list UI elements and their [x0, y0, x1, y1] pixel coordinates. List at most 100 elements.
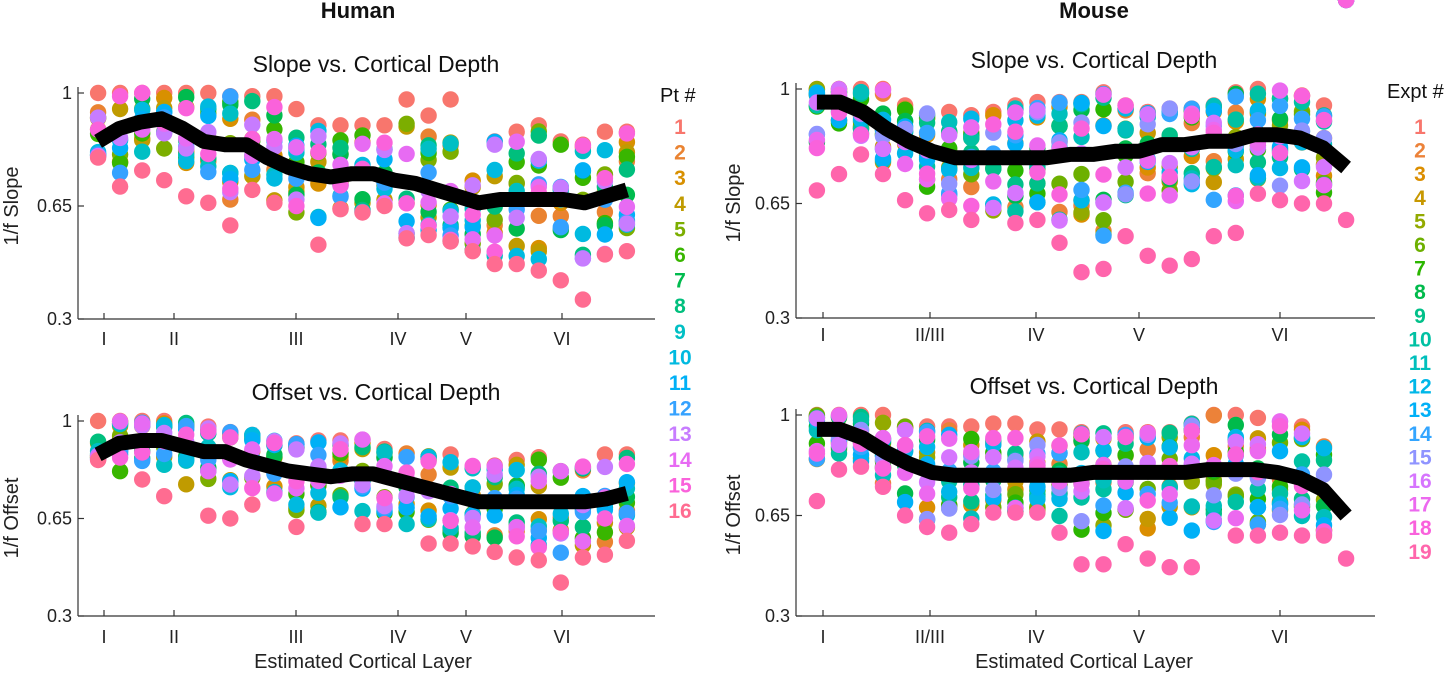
data-point [376, 490, 393, 507]
data-point [1139, 185, 1156, 202]
data-point [574, 458, 592, 475]
data-point [1007, 104, 1024, 121]
data-point [398, 499, 415, 516]
data-point [941, 483, 958, 500]
data-point [1271, 506, 1289, 524]
data-point [1073, 513, 1090, 530]
data-point [1249, 185, 1267, 202]
mouse-offset-panel: Offset vs. Cortical Depth 1/f Offset 0.3 0.… [723, 0, 1375, 647]
data-point [332, 499, 349, 516]
data-point [1249, 409, 1267, 427]
data-point [1271, 97, 1289, 115]
data-point [1139, 106, 1156, 123]
scatter-points [89, 84, 636, 308]
data-point [1029, 436, 1046, 454]
data-point [111, 178, 129, 195]
data-point [288, 197, 305, 215]
data-point [1183, 107, 1201, 125]
data-point [618, 517, 636, 535]
data-point [266, 194, 283, 211]
data-point [1117, 186, 1134, 203]
x-tick-label: II/III [915, 627, 945, 647]
data-point [963, 493, 980, 510]
data-point [1073, 165, 1090, 183]
data-point [156, 140, 173, 157]
data-point [310, 128, 327, 145]
data-point [310, 209, 327, 227]
data-point [1007, 504, 1024, 521]
data-point [1073, 426, 1090, 443]
legend-entry: 6 [674, 244, 686, 267]
legend-entry: 11 [1409, 352, 1432, 375]
human-xlabel: Estimated Cortical Layer [254, 651, 472, 673]
data-point [1029, 211, 1046, 229]
data-point [896, 507, 914, 524]
data-point [1315, 451, 1333, 469]
data-point [618, 455, 636, 473]
data-point [963, 480, 980, 497]
data-point [1293, 159, 1311, 176]
data-point [1139, 247, 1156, 264]
legend-entry: 9 [1414, 305, 1426, 328]
data-point [266, 170, 283, 187]
data-point [111, 463, 129, 480]
data-point [530, 472, 547, 490]
data-point [134, 162, 151, 179]
x-tick-label: II [169, 627, 179, 647]
data-point [1337, 550, 1355, 567]
data-point [1337, 0, 1355, 9]
data-point [1117, 428, 1134, 446]
data-point [1271, 192, 1289, 209]
data-point [918, 205, 936, 222]
data-point [1161, 424, 1178, 441]
data-point [941, 500, 958, 517]
data-point [1271, 82, 1289, 99]
data-point [985, 449, 1002, 466]
data-point [442, 135, 459, 152]
data-point [1205, 487, 1223, 504]
data-point [552, 219, 569, 236]
data-point [442, 233, 459, 250]
data-point [830, 436, 848, 453]
data-point [918, 485, 936, 502]
data-point [1117, 120, 1134, 138]
data-point [618, 504, 636, 522]
mouse-slope-panel: Slope vs. Cortical Depth 1/f Slope 0.3 0.65… [723, 0, 1375, 345]
data-point [442, 500, 459, 517]
data-point [1007, 214, 1024, 232]
x-tick-label: III [288, 627, 303, 647]
data-point [244, 496, 261, 513]
legend-entry: 12 [1408, 376, 1431, 399]
data-point [1293, 425, 1311, 442]
data-point [266, 485, 283, 502]
data-point [420, 140, 437, 157]
legend-entry: 16 [668, 500, 691, 523]
data-point [574, 162, 592, 179]
data-point [200, 463, 217, 480]
data-point [1227, 157, 1245, 174]
legend-entry: 15 [1408, 446, 1432, 469]
data-point [134, 143, 151, 160]
data-point [1007, 429, 1024, 447]
data-point [1029, 421, 1046, 438]
data-point [1161, 559, 1178, 576]
x-tick-label: II/III [915, 325, 945, 345]
data-point [530, 127, 547, 144]
data-point [332, 188, 349, 205]
data-point [1337, 211, 1355, 229]
data-point [1227, 510, 1245, 527]
data-point [963, 430, 980, 448]
data-point [1293, 172, 1311, 190]
data-point [918, 105, 936, 122]
data-point [574, 533, 592, 550]
data-point [1227, 224, 1245, 242]
data-point [156, 488, 173, 505]
data-point [442, 454, 459, 471]
data-point [808, 182, 826, 199]
x-tick-label: V [460, 627, 472, 647]
data-point [376, 515, 393, 533]
data-point [89, 84, 107, 102]
data-point [596, 510, 614, 527]
